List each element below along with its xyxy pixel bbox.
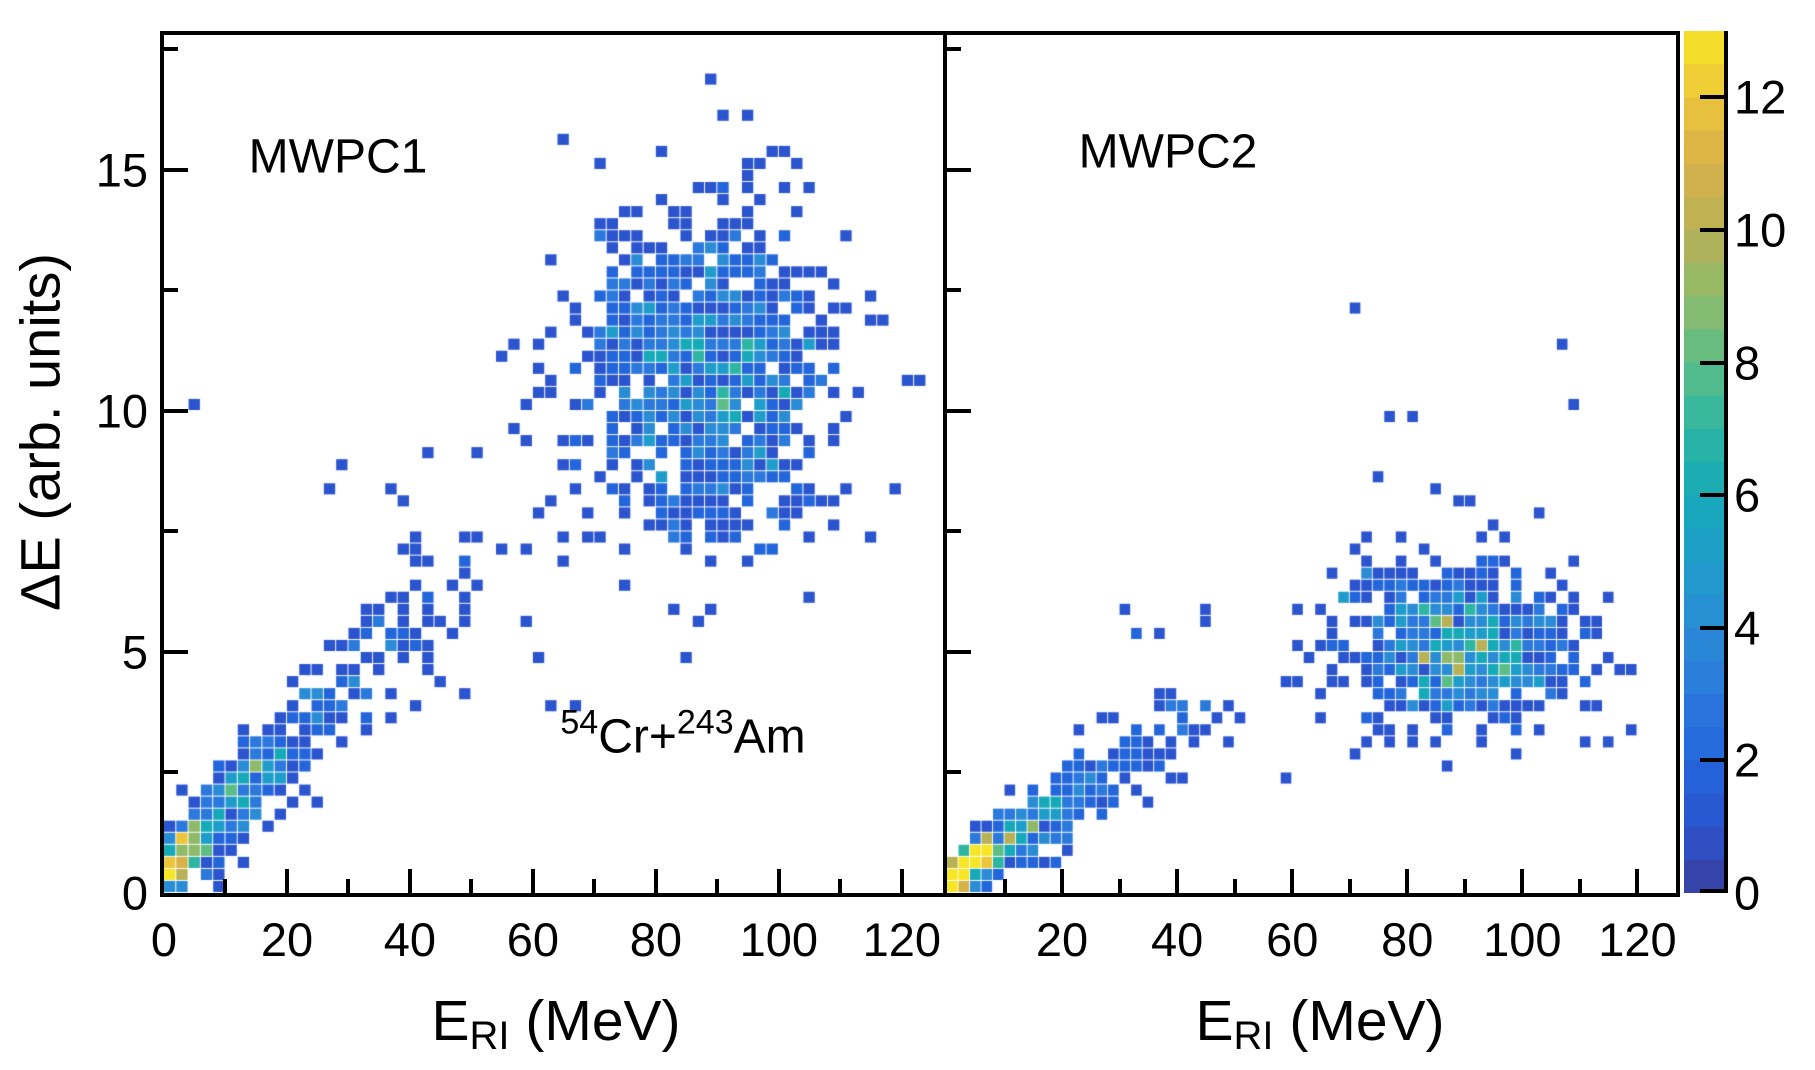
x-major-tick	[1290, 869, 1295, 893]
x-major-tick	[899, 869, 904, 893]
y-tick-label: 15	[95, 143, 148, 197]
x-title-symbol: E	[1195, 989, 1234, 1053]
y-major-tick	[947, 649, 971, 654]
y-minor-tick	[947, 529, 961, 534]
x-tick-label: 60	[506, 913, 560, 966]
panel-label-mwpc2: MWPC2	[1078, 125, 1258, 179]
x-minor-tick	[715, 879, 720, 893]
x-tick-label: 80	[629, 913, 682, 966]
colorbar-tick-label: 0	[1734, 866, 1761, 920]
x-minor-tick	[592, 879, 597, 893]
y-major-tick	[947, 408, 971, 413]
x-tick-label: 120	[862, 913, 942, 966]
panel-frame-mwpc2	[943, 31, 1680, 897]
y-tick-label: 5	[121, 625, 148, 679]
reaction-cr-plus: Cr+	[598, 710, 677, 764]
x-tick-label: 40	[383, 913, 437, 966]
panel-label-mwpc1: MWPC1	[248, 130, 428, 184]
y-minor-tick	[164, 47, 178, 52]
colorbar-tick	[1700, 889, 1724, 893]
y-major-tick	[947, 167, 971, 172]
x-minor-tick	[346, 879, 351, 893]
x-minor-tick	[223, 879, 228, 893]
x-major-tick	[1520, 869, 1525, 893]
x-title-units: (MeV)	[1273, 989, 1445, 1053]
colorbar-tick	[1700, 493, 1724, 498]
x-tick-label: 120	[1598, 913, 1677, 966]
reaction-am: Am	[733, 710, 806, 764]
x-minor-tick	[1462, 879, 1467, 893]
x-minor-tick	[1577, 879, 1582, 893]
reaction-mass-243: 243	[676, 703, 734, 742]
x-tick-label: 100	[1483, 913, 1562, 966]
colorbar-tick-label: 4	[1734, 601, 1761, 655]
x-axis-title-mwpc2: ERI (MeV)	[1195, 988, 1445, 1058]
y-minor-tick	[164, 529, 178, 534]
colorbar-tick	[1700, 95, 1724, 100]
x-major-tick	[1175, 869, 1180, 893]
mwpc1-histogram-canvas	[164, 35, 943, 893]
x-minor-tick	[469, 879, 474, 893]
x-major-tick	[1635, 869, 1640, 893]
y-major-tick	[164, 649, 188, 654]
x-major-tick	[530, 869, 535, 893]
y-minor-tick	[947, 770, 961, 775]
x-major-tick	[284, 869, 289, 893]
colorbar-tick-label: 8	[1734, 336, 1761, 390]
colorbar-tick-label: 12	[1734, 70, 1787, 124]
colorbar-tick	[1700, 227, 1724, 232]
x-major-tick	[776, 869, 781, 893]
x-minor-tick	[1002, 879, 1007, 893]
x-major-tick	[1405, 869, 1410, 893]
x-axis-title-mwpc1: ERI (MeV)	[431, 988, 681, 1058]
x-title-subscript: RI	[1233, 1013, 1274, 1058]
x-minor-tick	[1232, 879, 1237, 893]
colorbar-tick-label: 10	[1734, 203, 1787, 257]
x-title-subscript: RI	[469, 1013, 510, 1058]
x-tick-label: 80	[1381, 913, 1434, 966]
x-tick-label: 20	[260, 913, 314, 966]
reaction-annotation: 54Cr+243Am	[560, 704, 806, 765]
x-title-symbol: E	[431, 989, 470, 1053]
colorbar-tick-label: 6	[1734, 468, 1761, 522]
colorbar-tick	[1700, 625, 1724, 630]
y-major-tick	[164, 408, 188, 413]
x-major-tick	[407, 869, 412, 893]
mwpc2-histogram-canvas	[947, 35, 1676, 893]
colorbar	[1684, 31, 1728, 893]
y-minor-tick	[164, 288, 178, 293]
x-minor-tick	[838, 879, 843, 893]
colorbar-tick-label: 2	[1734, 733, 1761, 787]
y-tick-label: 10	[95, 384, 148, 438]
reaction-mass-54: 54	[560, 703, 599, 742]
x-tick-label: 40	[1151, 913, 1204, 966]
x-tick-label: 60	[1266, 913, 1319, 966]
panel-frame-mwpc1	[160, 31, 947, 897]
x-tick-label: 100	[739, 913, 819, 966]
colorbar-tick	[1700, 758, 1724, 763]
y-tick-label: 0	[121, 866, 148, 920]
y-minor-tick	[947, 288, 961, 293]
y-minor-tick	[947, 47, 961, 52]
x-minor-tick	[1347, 879, 1352, 893]
y-major-tick	[164, 167, 188, 172]
y-minor-tick	[164, 770, 178, 775]
x-tick-label: 20	[1035, 913, 1089, 966]
x-tick-label: 0	[150, 913, 178, 966]
x-title-units: (MeV)	[509, 989, 681, 1053]
x-major-tick	[653, 869, 658, 893]
colorbar-tick	[1700, 360, 1724, 365]
x-minor-tick	[1117, 879, 1122, 893]
x-major-tick	[1060, 869, 1065, 893]
